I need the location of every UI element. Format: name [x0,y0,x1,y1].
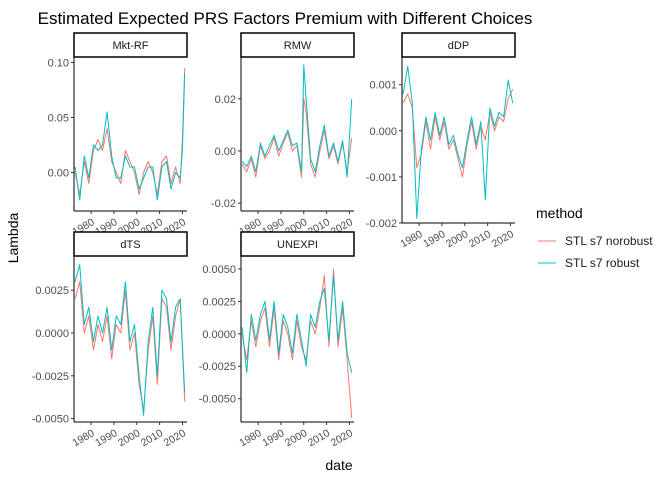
y-tick-label: -0.0050 [32,414,69,426]
y-tick-label: 0.0000 [35,328,69,340]
series-line-norobust [402,89,514,178]
panel-strip-label: RMW [284,40,312,52]
y-tick-label: 0.000 [369,126,397,138]
panel-strip [240,32,355,58]
chart-title: Estimated Expected PRS Factors Premium w… [38,9,533,28]
panel-strip [73,231,188,257]
series-line-robust [241,64,353,178]
panel-dts: dTS-0.0050-0.00250.00000.002519801990200… [32,231,188,449]
y-tick-label: 0.05 [48,113,69,125]
y-tick-label: 0.0050 [202,264,236,276]
y-tick-label: -0.02 [211,198,236,210]
x-axis-label: date [325,457,352,473]
panel-strip-label: dDP [448,40,469,52]
series-line-norobust [74,67,186,195]
y-tick-label: 0.10 [48,58,69,70]
series-line-robust [74,73,186,201]
y-tick-label: -0.002 [366,218,397,230]
panel-strip-label: Mkt-RF [112,40,148,52]
legend-label-robust: STL s7 robust [565,256,640,270]
x-tick-label: 2020 [162,427,188,449]
series-line-robust [74,264,186,416]
legend: method STL s7 norobust STL s7 robust [536,205,653,270]
y-tick-label: -0.001 [366,172,397,184]
y-tick-label: -0.0025 [199,361,236,373]
y-tick-label: 0.0000 [202,329,236,341]
x-tick-label: 2020 [490,228,516,250]
panel-strip-label: UNEXPI [277,239,318,251]
panel-strip [240,231,355,257]
x-tick-label: 2020 [329,427,355,449]
y-tick-label: -0.0050 [199,394,236,406]
series-line-norobust [241,98,353,178]
panel-strip [73,32,188,58]
series-line-norobust [241,268,353,419]
y-tick-label: 0.0025 [202,296,236,308]
y-tick-label: -0.0025 [32,371,69,383]
series-line-robust [402,65,514,219]
y-tick-label: 0.001 [369,80,397,92]
y-tick-label: 0.02 [215,94,236,106]
panel-ddp: dDP-0.002-0.0010.0000.001198019902000201… [366,32,516,250]
panel-unexpi: UNEXPI-0.0050-0.00250.00000.00250.005019… [199,231,355,449]
series-line-norobust [74,281,186,411]
y-tick-label: 0.00 [48,168,69,180]
y-tick-label: 0.00 [215,146,236,158]
y-axis-label: Lambda [5,212,21,263]
panel-strip [401,32,516,58]
legend-title: method [536,205,583,221]
series-line-robust [241,275,353,374]
y-tick-label: 0.0025 [35,285,69,297]
legend-label-norobust: STL s7 norobust [565,234,653,248]
panel-strip-label: dTS [120,239,140,251]
